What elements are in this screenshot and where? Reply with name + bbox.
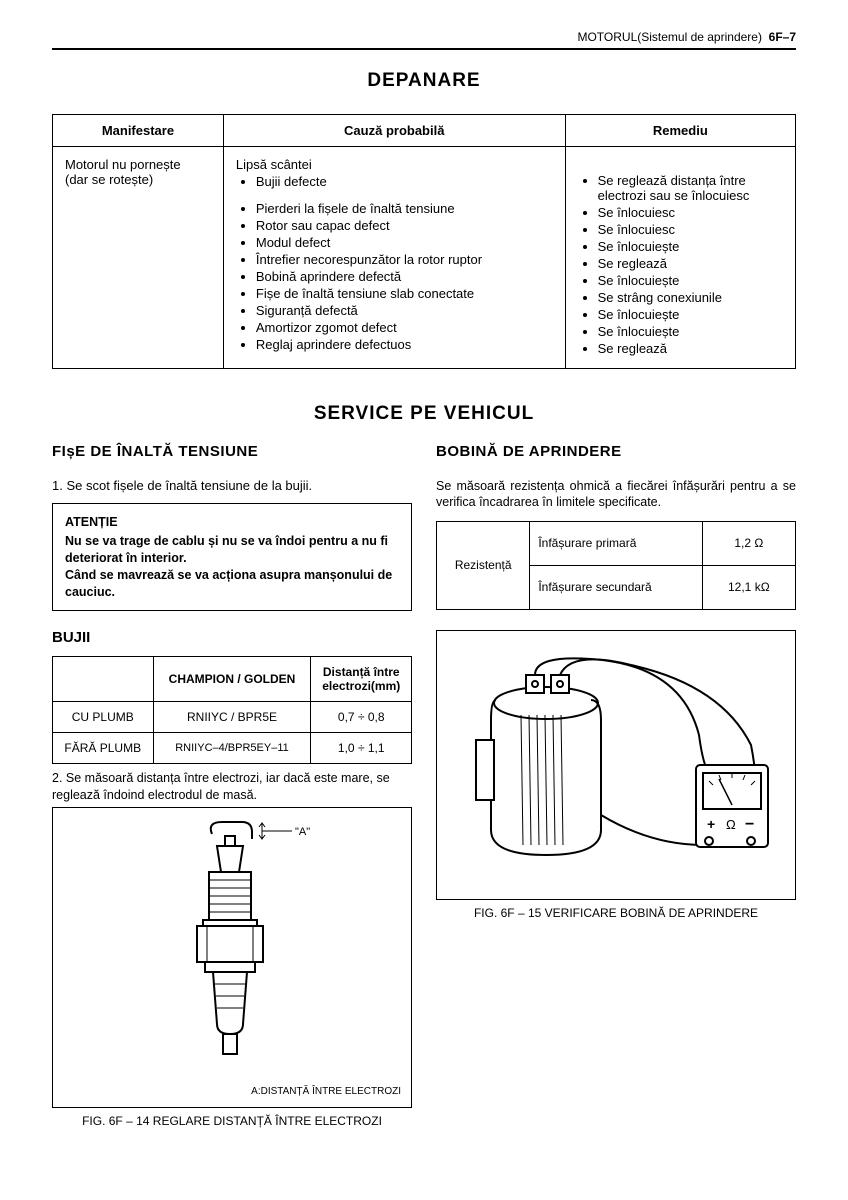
header-section: MOTORUL(Sistemul de aprindere) (577, 30, 762, 44)
table-row: FĂRĂ PLUMB RNIIYC–4/BPR5EY–11 1,0 ÷ 1,1 (53, 733, 412, 764)
title-service: SERVICE PE VEHICUL (52, 403, 796, 425)
step-1: 1. Se scot fișele de înaltă tensiune de … (52, 478, 412, 493)
resistance-table: Rezistență Înfășurare primară 1,2 Ω Înfă… (436, 521, 796, 610)
cell: 0,7 ÷ 0,8 (311, 702, 412, 733)
list-item: Întrefier necorespunzător la rotor rupto… (256, 252, 553, 267)
cell: 1,2 Ω (702, 521, 795, 565)
right-column: BOBINĂ DE APRINDERE Se măsoară rezistenț… (436, 443, 796, 1129)
label-a: "A" (295, 826, 310, 838)
th-remedy: Remediu (565, 115, 795, 147)
figure-14: "A" A:DISTANȚĂ ÎNTRE ELECTROZI (52, 807, 412, 1108)
list-item: Pierderi la fișele de înaltă tensiune (256, 201, 553, 216)
warn-title: ATENȚIE (65, 514, 399, 531)
list-item: Amortizor zgomot defect (256, 320, 553, 335)
cell-cause: Lipsă scântei Bujii defecte Pierderi la … (223, 147, 565, 369)
cell: RNIIYC / BPR5E (153, 702, 311, 733)
fig14-caption: FIG. 6F – 14 REGLARE DISTANȚĂ ÎNTRE ELEC… (52, 1114, 412, 1130)
manifest-line2: (dar se rotește) (65, 172, 153, 187)
two-column-layout: FIșE DE ÎNALTĂ TENSIUNE 1. Se scot fișel… (52, 443, 796, 1129)
warn-line1: Nu se va trage de cablu și nu se va îndo… (65, 534, 388, 565)
cause-intro: Lipsă scântei (236, 157, 312, 172)
th-cause: Cauză probabilă (223, 115, 565, 147)
list-item: Se înlocuiește (598, 324, 783, 339)
th-empty (53, 657, 154, 702)
title-depanare: DEPANARE (52, 70, 796, 92)
th-manifest: Manifestare (53, 115, 224, 147)
svg-text:−: − (745, 816, 754, 833)
list-item: Modul defect (256, 235, 553, 250)
svg-text:Ω: Ω (726, 817, 736, 832)
cell: 12,1 kΩ (702, 565, 795, 609)
bujii-table: CHAMPION / GOLDEN Distanță între electro… (52, 656, 412, 764)
heading-bobina: BOBINĂ DE APRINDERE (436, 443, 796, 460)
cell: FĂRĂ PLUMB (53, 733, 154, 764)
table-row: Motorul nu pornește (dar se rotește) Lip… (53, 147, 796, 369)
cell-manifest: Motorul nu pornește (dar se rotește) (53, 147, 224, 369)
fig14-inner-label: A:DISTANȚĂ ÎNTRE ELECTROZI (59, 1084, 405, 1101)
heading-bujii: BUJII (52, 629, 412, 646)
list-item: Se înlocuiește (598, 239, 783, 254)
warning-box: ATENȚIE Nu se va trage de cablu și nu se… (52, 503, 412, 611)
cell: RNIIYC–4/BPR5EY–11 (153, 733, 311, 764)
list-item: Siguranță defectă (256, 303, 553, 318)
th-dist: Distanță între electrozi(mm) (311, 657, 412, 702)
list-item: Se reglează (598, 341, 783, 356)
cause-list: Bujii defecte (236, 174, 553, 189)
cell-resist: Rezistență (437, 521, 530, 609)
list-item: Se strâng conexiunile (598, 290, 783, 305)
cell: Înfășurare secundară (530, 565, 702, 609)
step-2: 2. Se măsoară distanța între electrozi, … (52, 770, 412, 803)
heading-fise: FIșE DE ÎNALTĂ TENSIUNE (52, 443, 412, 460)
list-item: Rotor sau capac defect (256, 218, 553, 233)
remedy-list: Se reglează distanța între electrozi sau… (578, 173, 783, 356)
list-item: Se înlocuiesc (598, 222, 783, 237)
coil-test-icon: + Ω − (451, 645, 781, 885)
page-header: MOTORUL(Sistemul de aprindere) 6F–7 (52, 30, 796, 50)
fig15-caption: FIG. 6F – 15 VERIFICARE BOBINĂ DE APRIND… (436, 906, 796, 922)
cell-remedy: Se reglează distanța între electrozi sau… (565, 147, 795, 369)
cell: 1,0 ÷ 1,1 (311, 733, 412, 764)
table-row: CU PLUMB RNIIYC / BPR5E 0,7 ÷ 0,8 (53, 702, 412, 733)
list-item: Se reglează (598, 256, 783, 271)
list-item: Se reglează distanța între electrozi sau… (598, 173, 783, 203)
svg-text:+: + (707, 816, 715, 832)
cause-list-2: Pierderi la fișele de înaltă tensiune Ro… (236, 201, 553, 352)
cell: CU PLUMB (53, 702, 154, 733)
list-item: Se înlocuiește (598, 273, 783, 288)
list-item: Reglaj aprindere defectuos (256, 337, 553, 352)
list-item: Bujii defecte (256, 174, 553, 189)
th-brand: CHAMPION / GOLDEN (153, 657, 311, 702)
list-item: Se înlocuiesc (598, 205, 783, 220)
list-item: Bobină aprindere defectă (256, 269, 553, 284)
header-code: 6F–7 (769, 30, 796, 44)
list-item: Se înlocuiește (598, 307, 783, 322)
table-row: Rezistență Înfășurare primară 1,2 Ω (437, 521, 796, 565)
left-column: FIșE DE ÎNALTĂ TENSIUNE 1. Se scot fișel… (52, 443, 412, 1129)
manifest-line1: Motorul nu pornește (65, 157, 181, 172)
warn-line2: Când se mavrează se va acționa asupra ma… (65, 568, 392, 599)
list-item: Fișe de înaltă tensiune slab conectate (256, 286, 553, 301)
figure-15: + Ω − (436, 630, 796, 900)
troubleshoot-table: Manifestare Cauză probabilă Remediu Moto… (52, 114, 796, 369)
cell: Înfășurare primară (530, 521, 702, 565)
spark-plug-icon: "A" (117, 814, 347, 1084)
bobina-intro: Se măsoară rezistența ohmică a fiecărei … (436, 478, 796, 511)
